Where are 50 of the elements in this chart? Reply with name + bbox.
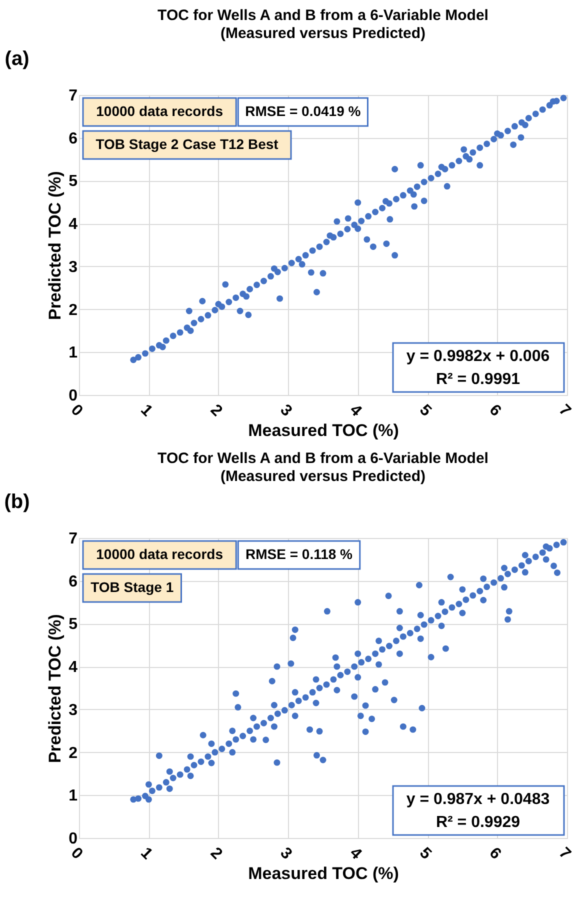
annotation: TOB Stage 2 Case T12 Best — [96, 136, 279, 152]
x-tick-label: 2 — [206, 844, 226, 863]
text: (b) — [4, 491, 30, 513]
x-tick-label: 3 — [276, 402, 296, 420]
chart-subtitle: (Measured versus Predicted) — [220, 25, 426, 42]
annotation: y = 0.9982x + 0.006 — [406, 348, 550, 365]
y-tick-label: 7 — [68, 530, 78, 548]
annotation: R² = 0.9929 — [436, 814, 520, 831]
x-tick-label: 4 — [346, 844, 365, 863]
x-tick-label: 5 — [416, 844, 434, 863]
y-tick-label: 4 — [68, 216, 78, 234]
x-tick-label: 4 — [346, 402, 365, 420]
x-tick-label: 6 — [486, 844, 504, 863]
x-tick-label: 6 — [486, 402, 504, 420]
annotation: 10000 data records — [96, 546, 224, 562]
y-tick-label: 0 — [68, 830, 78, 848]
annotation: RMSE = 0.0419 % — [245, 103, 362, 119]
x-tick-label: 7 — [555, 844, 574, 863]
x-tick-label: 7 — [555, 402, 574, 420]
annotation: TOB Stage 1 — [90, 579, 174, 595]
chart-title: TOC for Wells A and B from a 6-Variable Model — [158, 7, 488, 24]
annotation: RMSE = 0.118 % — [245, 546, 354, 562]
y-tick-label: 2 — [68, 302, 78, 319]
y-axis-title: Predicted TOC (%) — [46, 171, 65, 320]
x-tick-label: 1 — [137, 844, 156, 863]
x-tick-label: 3 — [276, 844, 296, 863]
y-tick-label: 1 — [68, 788, 78, 805]
chart-title: TOC for Wells A and B from a 6-Variable Model — [158, 450, 488, 467]
x-tick-label: 2 — [206, 402, 226, 420]
y-tick-label: 5 — [68, 173, 78, 190]
y-tick-label: 3 — [68, 258, 78, 276]
y-tick-label: 5 — [68, 616, 78, 634]
y-tick-label: 7 — [68, 88, 78, 104]
x-axis-title: Measured TOC (%) — [248, 864, 399, 884]
x-tick-label: 5 — [416, 402, 434, 420]
x-axis-title: Measured TOC (%) — [248, 421, 399, 440]
text: (a) — [4, 48, 30, 70]
y-tick-label: 3 — [68, 702, 78, 719]
y-tick-label: 6 — [68, 573, 78, 590]
annotation: 10000 data records — [96, 103, 224, 119]
annotation: R² = 0.9991 — [436, 371, 520, 388]
y-tick-label: 2 — [68, 744, 78, 762]
y-tick-label: 1 — [68, 344, 78, 362]
y-tick-label: 0 — [68, 388, 78, 404]
x-tick-label: 1 — [137, 402, 156, 420]
y-axis-title: Predicted TOC (%) — [46, 614, 65, 763]
y-tick-label: 4 — [68, 659, 78, 676]
annotation: y = 0.987x + 0.0483 — [406, 791, 550, 808]
chart-subtitle: (Measured versus Predicted) — [220, 468, 426, 485]
y-tick-label: 6 — [68, 130, 78, 148]
